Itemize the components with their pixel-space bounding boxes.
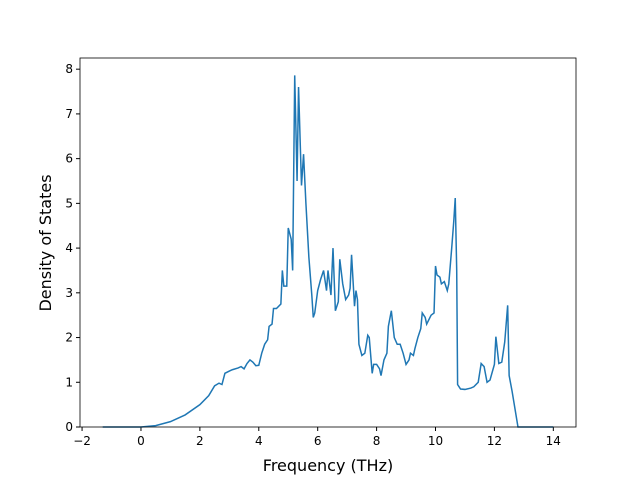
y-tick-label: 6 (65, 152, 73, 166)
x-tick-label: 0 (137, 434, 145, 448)
x-tick-label: 2 (196, 434, 204, 448)
x-tick-label: −2 (73, 434, 91, 448)
y-tick-label: 4 (65, 241, 73, 255)
y-tick-label: 5 (65, 196, 73, 210)
x-tick-label: 10 (428, 434, 443, 448)
y-tick-label: 2 (65, 331, 73, 345)
y-tick-label: 1 (65, 375, 73, 389)
y-axis-label: Density of States (36, 174, 55, 311)
y-tick-label: 3 (65, 286, 73, 300)
y-tick-label: 8 (65, 62, 73, 76)
axes-frame (79, 57, 577, 428)
x-tick-label: 4 (255, 434, 263, 448)
y-tick-label: 0 (65, 420, 73, 434)
x-axis-label: Frequency (THz) (263, 456, 393, 475)
x-tick-label: 6 (314, 434, 322, 448)
x-tick-label: 12 (487, 434, 502, 448)
x-tick-label: 14 (546, 434, 561, 448)
line (102, 75, 554, 428)
y-tick-label: 7 (65, 107, 73, 121)
x-tick-label: 8 (373, 434, 381, 448)
